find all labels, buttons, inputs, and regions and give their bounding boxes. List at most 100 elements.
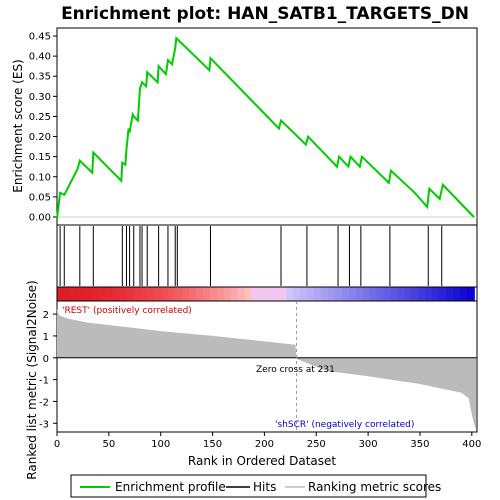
- metric-y-axis-label: Ranked list metric (Signal2Noise): [25, 280, 39, 479]
- colorbar-segment: [404, 287, 413, 301]
- es-y-tick-label: 0.05: [29, 192, 51, 203]
- colorbar-segment: [376, 287, 385, 301]
- x-tick-label: 250: [307, 439, 326, 450]
- legend-enrichment-label: Enrichment profile: [115, 480, 226, 494]
- colorbar-segment: [63, 287, 72, 301]
- es-y-tick-label: 0.10: [29, 172, 51, 183]
- metric-y-tick-label: -1: [39, 376, 49, 387]
- colorbar-segment: [453, 287, 461, 301]
- colorbar-segment: [348, 287, 357, 301]
- colorbar-segment: [251, 287, 260, 301]
- colorbar-segment: [77, 287, 86, 301]
- positive-annotation: 'REST' (positively correlated): [62, 306, 192, 316]
- es-y-tick-label: 0.25: [29, 112, 51, 123]
- metric-y-tick-label: 2: [43, 310, 49, 321]
- colorbar-segment: [209, 287, 218, 301]
- colorbar-segment: [362, 287, 371, 301]
- enrichment-profile-line: [56, 35, 475, 220]
- es-y-axis-label: Enrichment score (ES): [11, 59, 25, 192]
- colorbar-segment: [321, 287, 329, 301]
- es-y-tick-label: 0.20: [29, 132, 51, 143]
- metric-y-tick-label: 1: [43, 332, 49, 343]
- rank-color-bar: [57, 287, 475, 301]
- hits-panel: [56, 224, 478, 302]
- x-tick-label: 100: [151, 439, 170, 450]
- es-y-tick-label: 0.45: [29, 32, 51, 43]
- es-y-tick-label: 0.40: [29, 52, 51, 63]
- colorbar-segment: [195, 287, 204, 301]
- colorbar-segment: [383, 287, 392, 301]
- colorbar-segment: [98, 287, 107, 301]
- colorbar-segment: [460, 287, 468, 301]
- legend-hits-label: Hits: [253, 480, 276, 494]
- colorbar-segment: [57, 287, 65, 301]
- colorbar-segment: [154, 287, 163, 301]
- colorbar-segment: [411, 287, 420, 301]
- colorbar-segment: [425, 287, 434, 301]
- colorbar-segment: [182, 287, 190, 301]
- colorbar-segment: [397, 287, 406, 301]
- x-tick-label: 300: [359, 439, 378, 450]
- colorbar-segment: [439, 287, 448, 301]
- colorbar-segment: [307, 287, 316, 301]
- colorbar-segment: [126, 287, 135, 301]
- x-tick-label: 350: [410, 439, 429, 450]
- hit-markers: [59, 226, 443, 286]
- colorbar-segment: [237, 287, 246, 301]
- colorbar-segment: [147, 287, 156, 301]
- x-tick-label: 400: [462, 439, 481, 450]
- colorbar-segment: [258, 287, 267, 301]
- colorbar-segment: [432, 287, 441, 301]
- colorbar-segment: [272, 287, 281, 301]
- colorbar-segment: [279, 287, 288, 301]
- negative-annotation: 'shSCR' (negatively correlated): [275, 420, 414, 430]
- colorbar-segment: [189, 287, 197, 301]
- metric-y-tick-label: -3: [39, 419, 49, 430]
- colorbar-segment: [133, 287, 142, 301]
- metric-x-ticks: 0 50 100 150 200 250 300 350 400: [54, 432, 481, 450]
- colorbar-segment: [334, 287, 343, 301]
- colorbar-segment: [175, 287, 183, 301]
- metric-y-ticks: -3 -2 -1 0 1 2: [39, 310, 57, 430]
- colorbar-segment: [355, 287, 364, 301]
- colorbar-segment: [105, 287, 114, 301]
- colorbar-segment: [168, 287, 177, 301]
- es-y-tick-label: 0.00: [29, 212, 51, 223]
- colorbar-segment: [84, 287, 93, 301]
- colorbar-segment: [230, 287, 239, 301]
- es-y-tick-label: 0.30: [29, 92, 51, 103]
- colorbar-segment: [341, 287, 350, 301]
- es-y-tick-label: 0.35: [29, 72, 51, 83]
- colorbar-segment: [286, 287, 295, 301]
- chart-title: Enrichment plot: HAN_SATB1_TARGETS_DN: [61, 4, 469, 24]
- colorbar-segment: [300, 287, 309, 301]
- colorbar-segment: [112, 287, 121, 301]
- ranking-metric-panel: -3 -2 -1 0 1 2 0 50 100 150 200 250 300 350 400 'REST…: [25, 280, 481, 479]
- colorbar-segment: [202, 287, 211, 301]
- zero-cross-annotation: Zero cross at 231: [256, 365, 335, 375]
- x-tick-label: 0: [54, 439, 60, 450]
- colorbar-segment: [446, 287, 454, 301]
- colorbar-segment: [328, 287, 336, 301]
- colorbar-segment: [293, 287, 302, 301]
- x-axis-label: Rank in Ordered Dataset: [188, 454, 336, 468]
- colorbar-segment: [161, 287, 170, 301]
- es-y-tick-label: 0.15: [29, 152, 51, 163]
- es-y-ticks: 0.00 0.05 0.10 0.15 0.20 0.25 0.30 0.35 0.40 0.45: [29, 32, 57, 223]
- colorbar-segment: [216, 287, 225, 301]
- colorbar-segment: [140, 287, 149, 301]
- colorbar-segment: [70, 287, 79, 301]
- colorbar-segment: [265, 287, 274, 301]
- colorbar-segment: [314, 287, 322, 301]
- legend-metric-label: Ranking metric scores: [308, 480, 441, 494]
- colorbar-segment: [369, 287, 378, 301]
- ranking-metric-area: [57, 308, 476, 430]
- x-tick-label: 150: [203, 439, 222, 450]
- enrichment-panel-frame: [56, 27, 478, 226]
- colorbar-segment: [223, 287, 232, 301]
- colorbar-segment: [390, 287, 399, 301]
- colorbar-segment: [418, 287, 427, 301]
- colorbar-segment: [91, 287, 100, 301]
- x-tick-label: 50: [102, 439, 115, 450]
